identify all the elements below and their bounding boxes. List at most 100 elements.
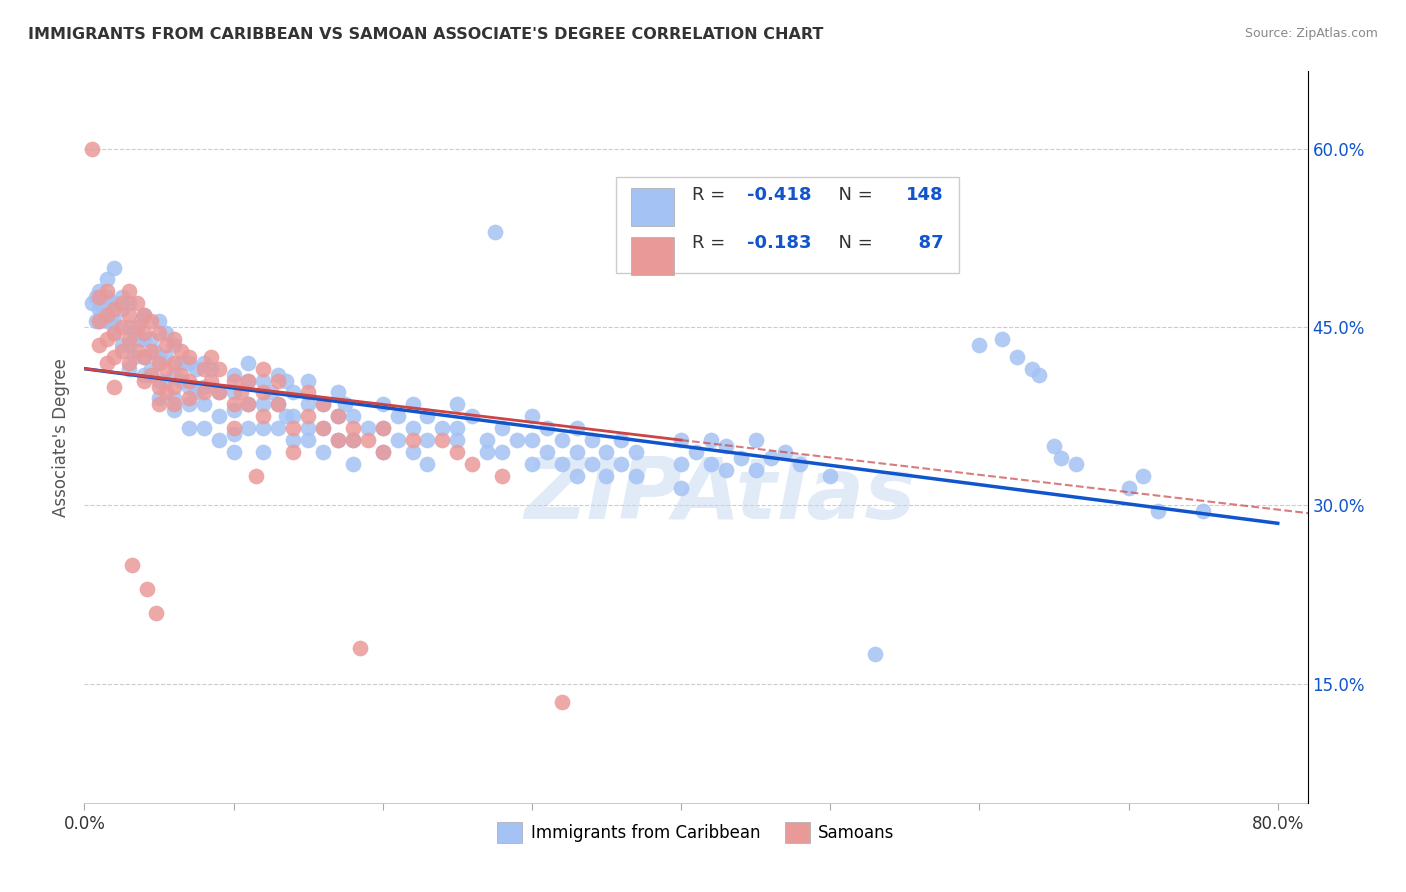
Point — [1066, 457, 1088, 471]
Point — [118, 356, 141, 370]
Point — [1043, 439, 1066, 453]
Point — [759, 450, 782, 465]
Point — [252, 374, 274, 388]
Point — [312, 445, 335, 459]
Point — [222, 368, 245, 382]
Point — [520, 433, 543, 447]
Point — [1005, 350, 1028, 364]
Point — [446, 421, 468, 435]
Point — [96, 308, 118, 322]
Point — [200, 350, 222, 364]
Point — [125, 343, 148, 358]
Point — [491, 421, 513, 435]
Point — [177, 356, 200, 370]
Point — [252, 409, 274, 424]
Point — [267, 368, 290, 382]
Point — [155, 385, 177, 400]
Point — [506, 433, 529, 447]
Point — [96, 272, 118, 286]
Point — [222, 421, 245, 435]
Point — [342, 433, 364, 447]
Point — [96, 285, 118, 299]
Point — [283, 445, 305, 459]
Point — [170, 374, 193, 388]
Point — [1028, 368, 1050, 382]
Point — [565, 421, 588, 435]
Point — [163, 332, 186, 346]
Point — [89, 314, 111, 328]
Point — [312, 421, 335, 435]
Point — [143, 343, 166, 358]
Point — [207, 385, 229, 400]
Point — [551, 433, 574, 447]
Point — [1118, 481, 1140, 495]
Point — [222, 397, 245, 411]
Point — [312, 421, 335, 435]
Point — [387, 433, 409, 447]
Point — [326, 385, 349, 400]
Point — [730, 450, 752, 465]
Point — [207, 385, 229, 400]
Point — [626, 445, 648, 459]
Point — [401, 433, 423, 447]
Point — [536, 445, 558, 459]
Point — [177, 350, 200, 364]
Point — [155, 326, 177, 340]
Point — [148, 374, 170, 388]
Point — [103, 350, 125, 364]
Point — [222, 427, 245, 442]
Text: 87: 87 — [907, 234, 943, 252]
Point — [551, 695, 574, 709]
Point — [700, 433, 723, 447]
Point — [148, 356, 170, 370]
Point — [125, 296, 148, 310]
Point — [163, 356, 186, 370]
Point — [222, 385, 245, 400]
Point — [103, 326, 125, 340]
Point — [155, 338, 177, 352]
Point — [111, 290, 134, 304]
Point — [103, 326, 125, 340]
Point — [326, 409, 349, 424]
Point — [148, 379, 170, 393]
Point — [714, 439, 737, 453]
Point — [103, 379, 125, 393]
Point — [297, 397, 319, 411]
Point — [141, 314, 163, 328]
FancyBboxPatch shape — [631, 237, 673, 276]
Point — [416, 457, 439, 471]
Point — [229, 385, 252, 400]
Point — [200, 361, 222, 376]
Point — [222, 403, 245, 417]
Point — [177, 397, 200, 411]
Point — [89, 302, 111, 317]
Point — [132, 308, 155, 322]
Point — [1132, 468, 1154, 483]
Point — [669, 433, 692, 447]
Point — [193, 379, 215, 393]
Point — [238, 374, 260, 388]
Point — [148, 326, 170, 340]
Point — [129, 314, 152, 328]
Point — [536, 421, 558, 435]
Point — [200, 374, 222, 388]
Point — [581, 433, 603, 447]
Point — [141, 332, 163, 346]
Point — [595, 445, 617, 459]
Point — [416, 409, 439, 424]
Point — [252, 385, 274, 400]
Point — [595, 468, 617, 483]
Point — [132, 374, 155, 388]
Point — [297, 409, 319, 424]
Point — [103, 296, 125, 310]
Point — [283, 433, 305, 447]
Point — [461, 409, 484, 424]
Point — [163, 368, 186, 382]
Point — [357, 433, 380, 447]
Point — [991, 332, 1014, 346]
Point — [669, 481, 692, 495]
Point — [491, 445, 513, 459]
Point — [222, 374, 245, 388]
Point — [252, 397, 274, 411]
Point — [222, 445, 245, 459]
